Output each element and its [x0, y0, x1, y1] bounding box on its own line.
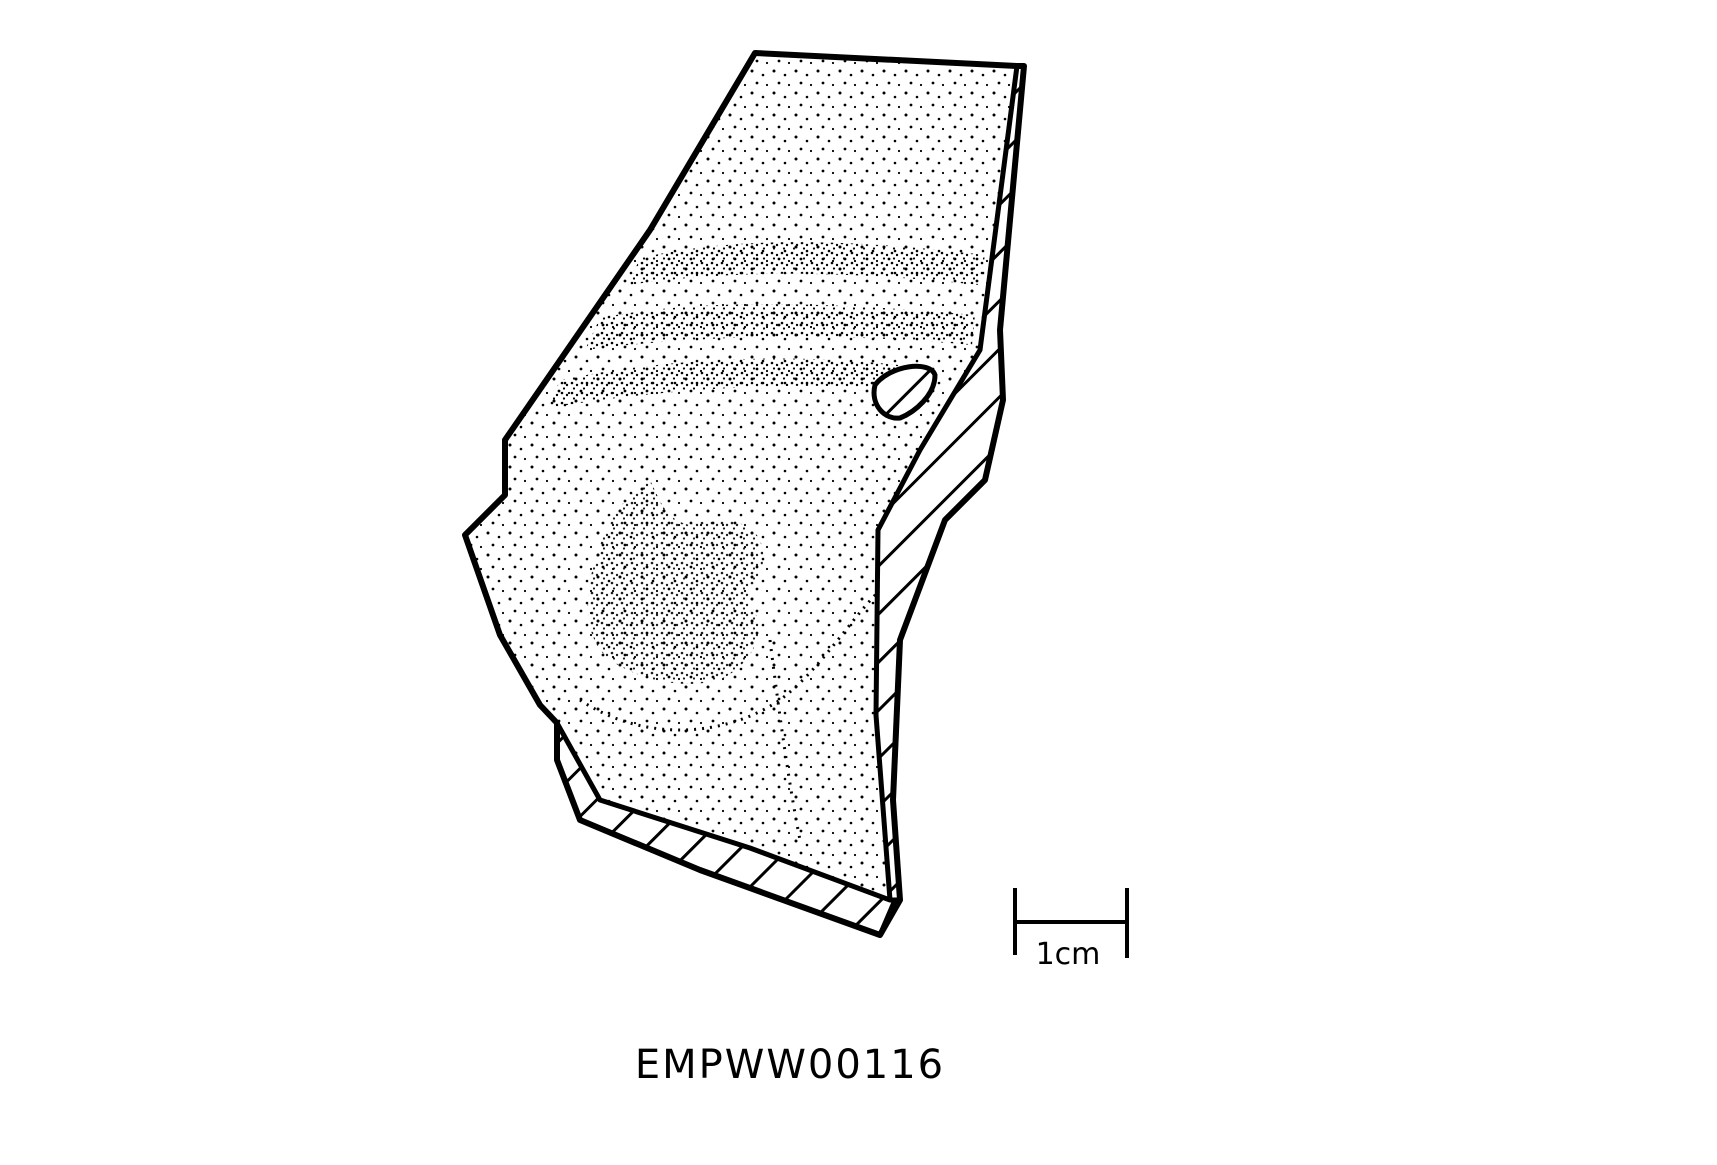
lower-band — [548, 358, 935, 408]
decoration-stipple — [548, 242, 985, 841]
figure-motif — [587, 480, 764, 684]
inclusion-section — [871, 363, 938, 421]
scale-bar-label: 1cm — [1036, 937, 1101, 972]
scale-bar: 1cm — [1013, 888, 1129, 972]
motif-arc — [579, 588, 882, 732]
sherd-outline — [462, 50, 1027, 938]
upper-band — [628, 242, 985, 285]
catalog-number: EMPWW00116 — [635, 1042, 945, 1088]
middle-band — [585, 304, 975, 350]
